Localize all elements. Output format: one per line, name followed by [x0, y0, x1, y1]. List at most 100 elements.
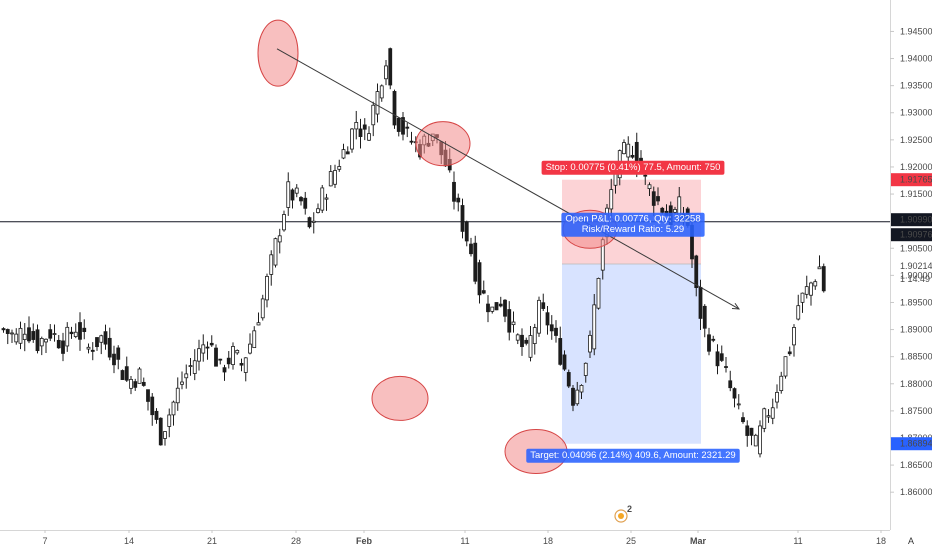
time-tick-label: 7	[42, 536, 47, 546]
pnl-label-background	[561, 212, 705, 237]
stop-label-text: Stop: 0.00775 (0.41%) 77.5, Amount: 750	[546, 162, 721, 173]
candle	[307, 216, 312, 229]
candle	[248, 333, 252, 355]
candle	[86, 343, 91, 354]
economic-event-icon[interactable]: 2	[614, 504, 632, 523]
candle-body	[643, 174, 648, 177]
candle	[303, 191, 308, 215]
candle	[719, 345, 724, 363]
candle	[702, 304, 707, 338]
candle-body	[579, 385, 584, 393]
candle	[201, 334, 206, 362]
trend-line[interactable]	[276, 48, 741, 310]
candle	[821, 263, 826, 293]
time-axis[interactable]: 7 14 21 28 Feb 11 18 25 Mar 11 18	[0, 530, 890, 546]
candle	[545, 306, 550, 335]
candle-body	[252, 330, 257, 349]
price-tag-background	[891, 173, 932, 187]
candle	[65, 322, 70, 352]
candle-body	[107, 337, 112, 358]
candle	[388, 47, 393, 90]
candle	[804, 275, 809, 299]
candle	[486, 295, 490, 323]
candle	[31, 323, 36, 343]
candle-body	[73, 331, 78, 337]
candle-body	[103, 331, 108, 345]
candle-body	[341, 149, 346, 159]
candle-body	[766, 415, 771, 418]
time-tick-label: 28	[291, 536, 301, 546]
candle	[728, 370, 733, 392]
price-axis[interactable]: 1.860001.865001.870001.875001.880001.885…	[890, 0, 932, 530]
candle	[630, 145, 635, 159]
candle-body	[375, 91, 380, 115]
highlight-circle[interactable]	[415, 121, 471, 167]
candle-body	[541, 302, 546, 309]
trend-line-segment[interactable]	[276, 48, 740, 310]
candle-body	[350, 128, 354, 150]
candle-body	[656, 196, 660, 202]
candle	[371, 101, 376, 137]
candle-body	[265, 275, 269, 301]
candle-body	[95, 337, 99, 348]
short-position-tool[interactable]	[562, 179, 701, 444]
auto-scale-button[interactable]: A	[908, 536, 914, 546]
candle-body	[171, 401, 176, 416]
highlight-circle[interactable]	[257, 19, 299, 87]
time-tick-label: Mar	[690, 536, 707, 546]
candle-body	[707, 334, 711, 352]
take-profit-zone[interactable]	[562, 263, 701, 444]
candle	[341, 143, 346, 160]
candle	[154, 408, 159, 424]
candle-body	[520, 334, 524, 348]
candle	[460, 198, 465, 239]
target-label: Target: 0.04096 (2.14%) 409.6, Amount: 2…	[526, 448, 740, 463]
candle-body	[324, 197, 329, 200]
candle-body	[354, 122, 359, 130]
price-tick-label: 1.88000	[900, 379, 932, 389]
time-tick-label: 21	[207, 536, 217, 546]
candle-body	[18, 327, 23, 344]
highlight-circle[interactable]	[371, 375, 429, 421]
candle	[813, 279, 818, 290]
candle-body	[167, 414, 172, 427]
candle-body	[596, 277, 601, 309]
candle	[579, 384, 584, 400]
candle	[52, 324, 57, 342]
candle-body	[39, 338, 44, 347]
candle	[775, 384, 779, 409]
candle-body	[762, 408, 767, 429]
candle	[375, 83, 380, 123]
candle	[456, 193, 461, 212]
candle	[528, 326, 533, 362]
candle-body	[65, 326, 70, 347]
candle-body	[269, 254, 274, 275]
target-label-background	[526, 448, 740, 463]
candle-body	[231, 346, 235, 366]
candle	[758, 420, 762, 458]
candle-body	[817, 266, 822, 270]
candle-body	[583, 362, 588, 376]
candle	[749, 427, 754, 446]
candle-body	[749, 427, 754, 436]
candle-body	[409, 140, 414, 143]
price-tag-text: 1.90990	[900, 215, 932, 225]
candle-body	[796, 305, 801, 320]
candle	[116, 345, 121, 370]
candle	[571, 384, 575, 412]
candle	[503, 299, 507, 323]
candle-body	[515, 334, 520, 341]
price-tick-label: 1.91500	[900, 189, 932, 199]
candle	[333, 164, 337, 188]
candle-body	[82, 327, 87, 332]
candle	[532, 323, 537, 355]
price-tick-label: 1.89500	[900, 297, 932, 307]
candle	[188, 358, 193, 376]
candle	[753, 433, 758, 447]
price-tag-stop-level: 1.91765	[891, 173, 932, 187]
stop-label-background	[541, 160, 725, 175]
candle-body	[575, 389, 580, 405]
price-tick-label: 1.94500	[900, 26, 932, 36]
candle	[409, 131, 414, 145]
